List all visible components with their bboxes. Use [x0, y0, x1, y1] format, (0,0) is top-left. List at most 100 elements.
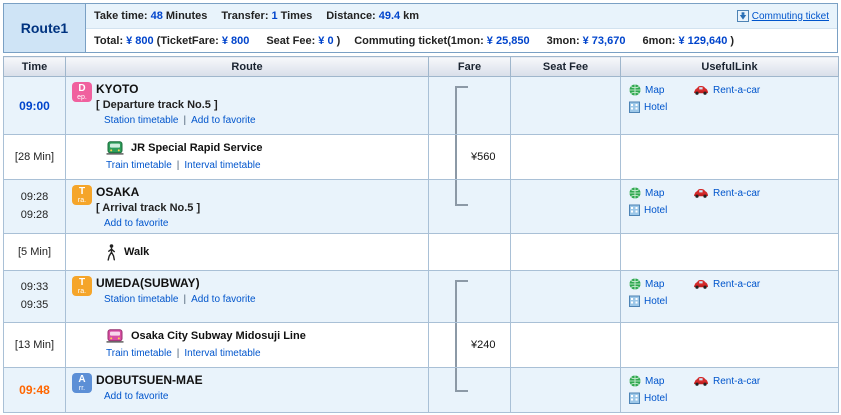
col-header-time: Time — [3, 56, 66, 77]
train-timetable-link[interactable]: Train timetable — [106, 160, 172, 171]
fare-bracket-end — [455, 368, 468, 392]
segment-links: Train timetable | Interval timetable — [106, 348, 422, 359]
usefullink-cell — [620, 233, 839, 271]
time-cell: [13 Min] — [3, 322, 66, 368]
station-name: UMEDA(SUBWAY) — [96, 276, 200, 290]
station-timetable-link[interactable]: Station timetable — [104, 294, 179, 305]
add-favorite-link[interactable]: Add to favorite — [191, 294, 256, 305]
summary-line-1: Take time: 48 Minutes Transfer: 1 Times … — [86, 4, 837, 29]
segment-duration: [5 Min] — [17, 246, 51, 258]
fare-bracket-start — [455, 280, 468, 322]
commuting-6mon-label: 6mon: — [642, 34, 676, 47]
seatfee-cell — [510, 322, 621, 368]
fare-value: ¥560 — [471, 151, 496, 163]
station-name: DOBUTSUEN-MAE — [96, 373, 203, 387]
seatfee-cell — [510, 270, 621, 323]
station-links: Station timetable | Add to favorite — [104, 115, 422, 126]
usefullink-cell: Map Rent-a-car Hotel — [620, 270, 839, 323]
hotel-icon — [629, 392, 640, 404]
add-favorite-link[interactable]: Add to favorite — [104, 391, 169, 402]
fare-cell: ¥240 — [428, 322, 511, 368]
transfer-badge: T ra. — [72, 276, 92, 296]
arrival-time: 09:48 — [19, 383, 50, 397]
rentacar-link[interactable]: Rent-a-car — [713, 375, 761, 387]
segment-cell: Osaka City Subway Midosuji Line Train ti… — [65, 322, 429, 368]
station-links: Add to favorite — [104, 218, 422, 229]
hotel-link[interactable]: Hotel — [644, 204, 668, 216]
hotel-link[interactable]: Hotel — [644, 295, 668, 307]
segment-duration: [28 Min] — [14, 151, 55, 163]
line-name: Osaka City Subway Midosuji Line — [131, 330, 306, 342]
table-row-station-osaka: 09:28 09:28 T ra. OSAKA [ Arrival track … — [3, 179, 839, 234]
segment-cell: Walk — [65, 233, 429, 271]
station-name: OSAKA — [96, 185, 140, 199]
rentacar-link[interactable]: Rent-a-car — [713, 187, 761, 199]
segment-links: Train timetable | Interval timetable — [106, 160, 422, 171]
fare-bracket-line — [455, 323, 457, 367]
seatfee-cell — [510, 233, 621, 271]
link-separator: | — [176, 348, 180, 359]
hotel-icon — [629, 204, 640, 216]
train-timetable-link[interactable]: Train timetable — [106, 348, 172, 359]
seatfee-cell — [510, 134, 621, 180]
rentacar-icon — [693, 188, 709, 198]
interval-timetable-link[interactable]: Interval timetable — [184, 160, 261, 171]
segment-cell: JR Special Rapid Service Train timetable… — [65, 134, 429, 180]
col-header-route: Route — [65, 56, 429, 77]
usefullink-cell — [620, 322, 839, 368]
col-header-fare: Fare — [428, 56, 511, 77]
arrival-badge: A rr. — [72, 373, 92, 393]
hotel-link[interactable]: Hotel — [644, 101, 668, 113]
commuting-ticket-icon — [736, 10, 749, 22]
station-links: Station timetable | Add to favorite — [104, 294, 422, 305]
distance-label: Distance: — [326, 10, 376, 22]
usefullink-cell: Map Rent-a-car Hotel — [620, 179, 839, 234]
rentacar-icon — [693, 279, 709, 289]
table-header-row: Time Route Fare Seat Fee UsefulLink — [3, 56, 839, 77]
ticketfare-label: (TicketFare: — [156, 34, 219, 47]
map-link[interactable]: Map — [645, 278, 665, 290]
seatfee-cell — [510, 76, 621, 135]
hotel-link[interactable]: Hotel — [644, 392, 668, 404]
time-cell: 09:28 09:28 — [3, 179, 66, 234]
segment-duration: [13 Min] — [14, 339, 55, 351]
line-name: Walk — [124, 246, 150, 258]
fare-bracket-start — [455, 86, 468, 134]
transfer-value: 1 — [271, 10, 278, 22]
table-row-station-dobutsuenmae: 09:48 A rr. DOBUTSUEN-MAE Add to favorit… — [3, 367, 839, 413]
ticketfare-value: ¥ 800 — [221, 34, 250, 47]
table-row-segment-jr: [28 Min] JR Special Rapid Service Train … — [3, 134, 839, 180]
map-globe-icon — [629, 187, 641, 199]
total-value: ¥ 800 — [126, 34, 154, 47]
fare-cell — [428, 367, 511, 413]
commuting-1mon-value: ¥ 25,850 — [486, 34, 530, 47]
map-link[interactable]: Map — [645, 84, 665, 96]
add-favorite-link[interactable]: Add to favorite — [191, 115, 256, 126]
rentacar-link[interactable]: Rent-a-car — [713, 84, 761, 96]
station-timetable-link[interactable]: Station timetable — [104, 115, 179, 126]
fare-cell: ¥560 — [428, 134, 511, 180]
rentacar-link[interactable]: Rent-a-car — [713, 278, 761, 290]
link-separator: | — [183, 294, 187, 305]
line-name: JR Special Rapid Service — [131, 142, 263, 154]
station-cell: A rr. DOBUTSUEN-MAE Add to favorite — [65, 367, 429, 413]
arrival-time: 09:33 — [20, 280, 49, 293]
map-link[interactable]: Map — [645, 375, 665, 387]
usefullink-cell: Map Rent-a-car Hotel — [620, 76, 839, 135]
take-time-value: 48 — [150, 10, 163, 22]
station-links: Add to favorite — [104, 391, 422, 402]
time-cell: [28 Min] — [3, 134, 66, 180]
transfer-badge: T ra. — [72, 185, 92, 205]
map-globe-icon — [629, 278, 641, 290]
commuting-ticket-link[interactable]: Commuting ticket — [736, 10, 829, 22]
map-link[interactable]: Map — [645, 187, 665, 199]
fare-value: ¥240 — [471, 339, 496, 351]
commuting-6mon-value: ¥ 129,640 — [678, 34, 728, 47]
departure-badge: D ep. — [72, 82, 92, 102]
distance-unit: km — [403, 10, 420, 22]
seatfee-cell — [510, 367, 621, 413]
interval-timetable-link[interactable]: Interval timetable — [184, 348, 261, 359]
station-cell: T ra. UMEDA(SUBWAY) Station timetable | Ad… — [65, 270, 429, 323]
fare-cell — [428, 233, 511, 271]
add-favorite-link[interactable]: Add to favorite — [104, 218, 169, 229]
